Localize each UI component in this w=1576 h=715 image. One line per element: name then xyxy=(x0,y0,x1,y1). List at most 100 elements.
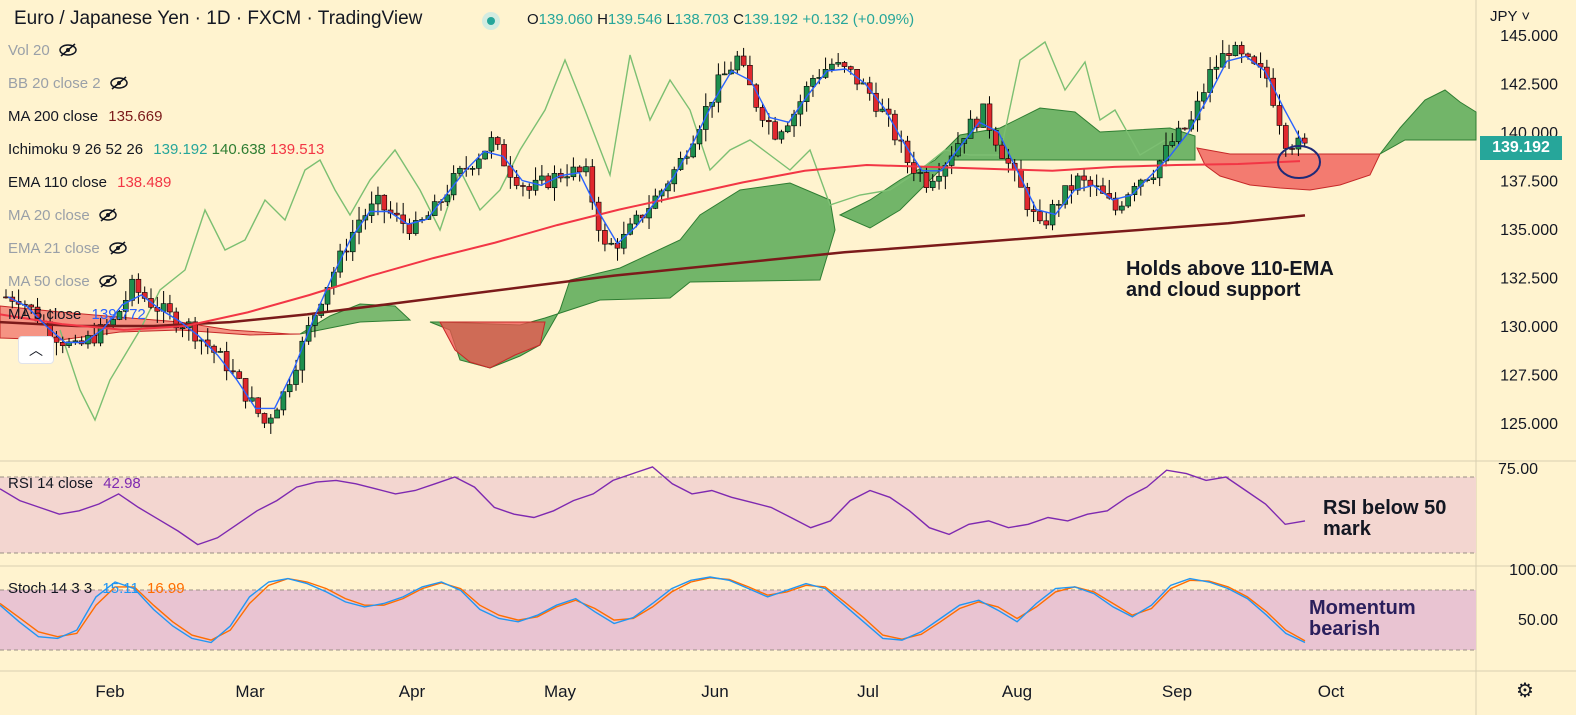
market-status-icon[interactable] xyxy=(482,12,500,30)
candle-body xyxy=(1056,203,1062,206)
candle-body xyxy=(223,351,230,372)
chart-title: Euro / Japanese Yen · 1D · FXCM · Tradin… xyxy=(14,8,423,29)
candle-body xyxy=(217,351,224,353)
candle-body xyxy=(608,242,615,245)
candle-body xyxy=(1081,175,1087,181)
x-tick-label: Oct xyxy=(1318,682,1345,701)
candle-body xyxy=(898,139,905,142)
candle-body xyxy=(873,92,879,112)
rsi-band xyxy=(0,477,1476,553)
candle-body xyxy=(759,107,766,121)
candle-body xyxy=(1030,209,1037,212)
cloud-red xyxy=(0,305,301,341)
x-tick-label: Jul xyxy=(857,682,879,701)
legend-ichimoku[interactable]: Ichimoku 9 26 52 26 139.192 140.638 139.… xyxy=(8,141,325,158)
candle-body xyxy=(488,137,495,152)
hidden-eye-icon[interactable] xyxy=(109,76,129,90)
legend-stoch[interactable]: Stoch 14 3 3 15.11 16.99 xyxy=(8,580,185,597)
candle-body xyxy=(879,108,886,112)
candle-body xyxy=(866,82,873,94)
y-tick-label: 137.500 xyxy=(1500,174,1558,191)
candle-body xyxy=(1005,158,1012,164)
hidden-eye-icon[interactable] xyxy=(98,208,118,222)
candle-body xyxy=(1282,125,1289,149)
legend-vol[interactable]: Vol 20 xyxy=(8,42,78,59)
ichimoku-lagging-span xyxy=(59,40,1166,422)
candle-body xyxy=(1175,127,1182,142)
ma200-line xyxy=(0,214,1306,328)
candle-body xyxy=(917,172,923,174)
candle-body xyxy=(520,185,526,187)
candle-body xyxy=(1062,185,1068,205)
legend-ema110[interactable]: EMA 110 close 138.489 xyxy=(8,174,172,191)
candle-body xyxy=(412,220,419,234)
legend-rsi[interactable]: RSI 14 close 42.98 xyxy=(8,475,141,492)
candle-body xyxy=(267,417,274,424)
candle-body xyxy=(1024,187,1031,210)
candle-body xyxy=(772,121,778,140)
candle-body xyxy=(1232,45,1239,56)
x-tick-label: Apr xyxy=(399,682,426,701)
candle-body xyxy=(810,77,816,87)
stoch-tick-label: 100.00 xyxy=(1509,562,1558,579)
candle-body xyxy=(299,340,306,371)
y-tick-label: 145.000 xyxy=(1500,28,1558,45)
candle-body xyxy=(1169,141,1176,146)
candle-body xyxy=(621,233,627,249)
lagging-span-line xyxy=(59,40,1166,422)
legend-ema21[interactable]: EMA 21 close xyxy=(8,240,128,257)
candle-body xyxy=(444,194,451,203)
ema110-line xyxy=(0,160,1301,331)
candle-body xyxy=(583,166,589,173)
candle-body xyxy=(923,172,930,188)
x-tick-label: Mar xyxy=(235,682,265,701)
candle-body xyxy=(318,303,325,316)
candle-body xyxy=(450,173,457,196)
candle-body xyxy=(1301,137,1308,144)
stoch-tick-label: 50.00 xyxy=(1518,612,1558,629)
legend-ma20[interactable]: MA 20 close xyxy=(8,207,118,224)
candle-body xyxy=(1276,105,1283,126)
candle-body xyxy=(696,129,703,145)
y-tick-label: 125.000 xyxy=(1500,416,1558,433)
hidden-eye-icon[interactable] xyxy=(58,43,78,57)
settings-gear-icon[interactable]: ⚙ xyxy=(1516,680,1534,702)
candle-body xyxy=(778,131,785,140)
rsi-line xyxy=(0,466,1306,546)
candle-body xyxy=(167,303,173,313)
candle-body xyxy=(375,194,381,205)
candle-body xyxy=(1156,160,1163,179)
hidden-eye-icon[interactable] xyxy=(108,241,128,255)
candle-body xyxy=(967,118,974,139)
candle-body xyxy=(715,74,722,103)
candle-body xyxy=(286,384,293,393)
stoch-pane xyxy=(0,576,1306,644)
candle-body xyxy=(841,62,848,67)
legend-bb[interactable]: BB 20 close 2 xyxy=(8,75,129,92)
candle-body xyxy=(766,120,772,123)
candle-body xyxy=(1245,53,1251,58)
candle-body xyxy=(595,201,602,231)
candle-body xyxy=(1226,53,1232,56)
hidden-eye-icon[interactable] xyxy=(98,274,118,288)
legend-ma5[interactable]: MA 5 close 139.772 xyxy=(8,306,146,323)
currency-selector[interactable]: JPY ˅ xyxy=(1490,8,1531,25)
candle-body xyxy=(747,65,753,86)
candle-body xyxy=(532,179,539,191)
candle-body xyxy=(1068,185,1075,191)
legend-ma200[interactable]: MA 200 close 135.669 xyxy=(8,108,163,125)
collapse-legend-button[interactable]: ︿ xyxy=(18,336,54,364)
candle-body xyxy=(1219,53,1226,68)
candle-body xyxy=(784,125,791,133)
legend-ma50[interactable]: MA 50 close xyxy=(8,273,118,290)
annotation-price: Holds above 110-EMA and cloud support xyxy=(1126,258,1334,301)
candle-body xyxy=(1150,177,1157,180)
candle-body xyxy=(116,311,123,320)
candle-body xyxy=(1119,205,1125,211)
y-tick-label: 127.500 xyxy=(1500,368,1558,385)
candle-body xyxy=(349,231,356,253)
candle-body xyxy=(476,158,482,169)
ichimoku-cloud xyxy=(0,89,1477,369)
candle-body xyxy=(135,278,142,293)
